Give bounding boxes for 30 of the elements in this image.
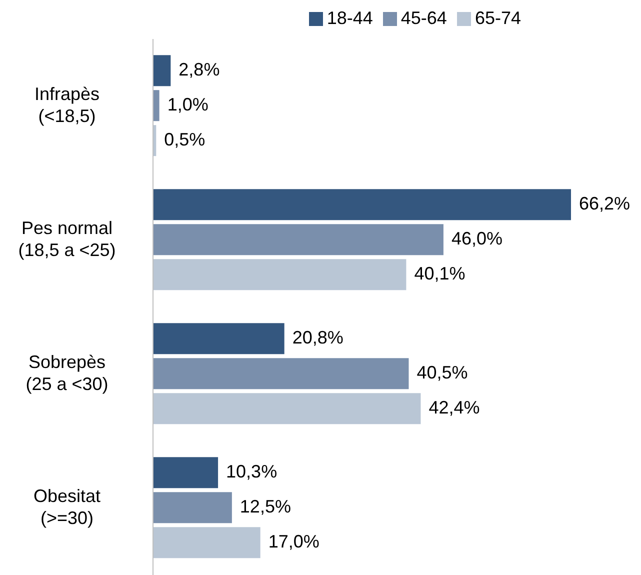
legend-label: 45-64 [400, 8, 447, 28]
data-label: 40,1% [414, 263, 466, 284]
legend-label: 18-44 [326, 8, 373, 28]
legend-label: 65-74 [474, 8, 521, 28]
bar [153, 492, 232, 524]
bar [153, 224, 444, 256]
data-label: 2,8% [178, 59, 220, 80]
bar [153, 55, 171, 86]
data-label: 46,0% [451, 228, 502, 248]
bar [153, 323, 284, 354]
data-label: 42,4% [428, 397, 480, 418]
data-label: 17,0% [268, 531, 320, 552]
y-tick-label: Pes normal (18,5 a <25) [18, 218, 116, 260]
bar [153, 393, 421, 424]
data-label: 1,0% [167, 94, 208, 114]
data-label: 12,5% [240, 496, 291, 516]
bar [153, 358, 409, 390]
y-tick-label: Sobrepès (25 a <30) [26, 352, 108, 394]
bar [153, 189, 571, 220]
bar [153, 90, 160, 122]
data-label: 0,5% [164, 129, 206, 150]
data-label: 20,8% [292, 327, 344, 348]
data-label: 40,5% [416, 362, 468, 382]
y-tick-label: Infrapès (<18,5) [34, 84, 100, 126]
y-tick-label: Obesitat (>=30) [33, 486, 101, 528]
bar [153, 259, 406, 290]
bar [153, 527, 260, 558]
bar [153, 457, 218, 488]
data-label: 66,2% [579, 193, 630, 214]
data-label: 10,3% [226, 461, 278, 482]
